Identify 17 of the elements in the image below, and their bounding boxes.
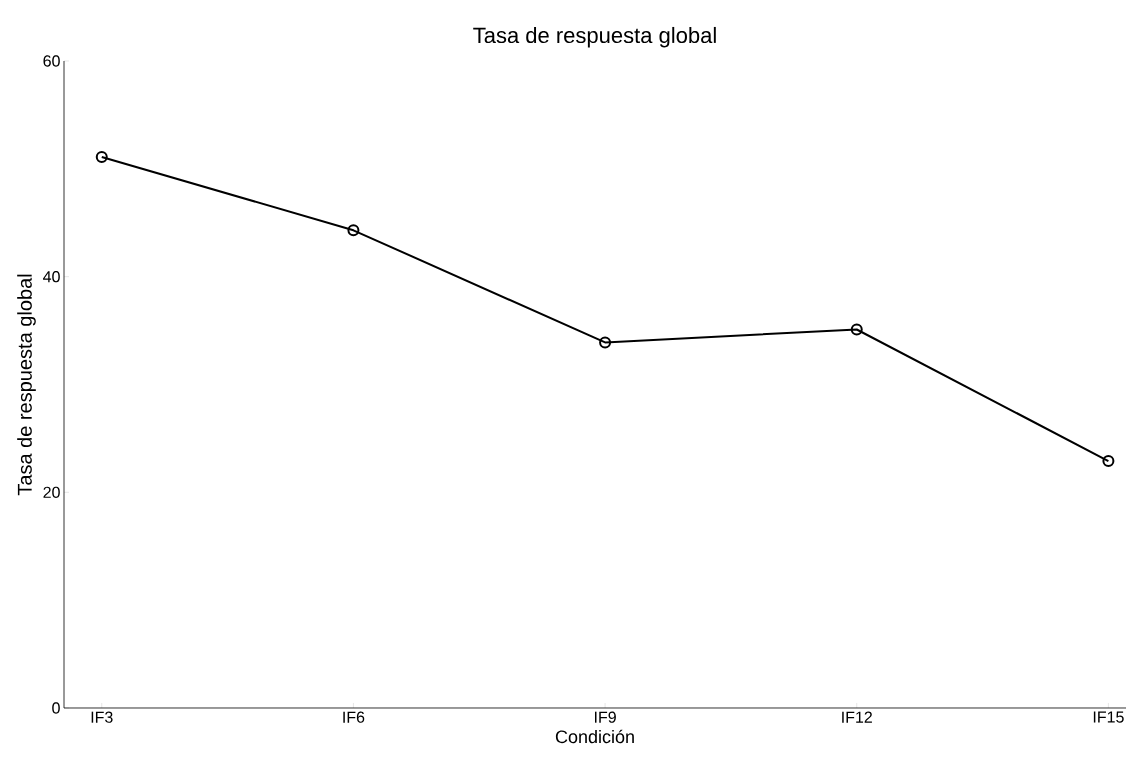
x-tick-label: IF9	[595, 711, 616, 723]
chart-title: Tasa de respuesta global	[473, 26, 716, 48]
y-tick-label: 20	[43, 486, 60, 498]
point	[850, 323, 863, 336]
x-axis-title: Condición	[555, 729, 634, 744]
point	[599, 336, 612, 349]
point	[95, 150, 108, 163]
y-tick-label: 40	[43, 271, 60, 283]
x-tick-label: IF15	[1093, 711, 1124, 723]
point	[347, 224, 360, 237]
x-tick-label: IF12	[842, 711, 872, 723]
point	[1102, 455, 1115, 468]
y-tick-label: 60	[43, 55, 60, 67]
x-tick-label: IF3	[91, 711, 113, 723]
x-tick-label: IF6	[343, 711, 365, 723]
y-axis-title: Tasa de respuesta global	[17, 274, 36, 496]
y-tick-label: 0	[52, 702, 60, 714]
